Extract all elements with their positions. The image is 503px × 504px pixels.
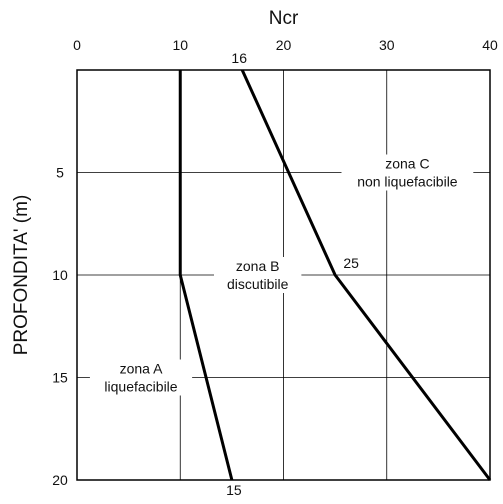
x-tick-label: 30 [379, 37, 395, 53]
series-layer [178, 69, 492, 481]
point-label: 25 [343, 255, 359, 271]
x-tick-label: 10 [172, 37, 188, 53]
y-axis-title: PROFONDITA' (m) [11, 195, 32, 356]
zone-label: discutibile [227, 276, 289, 292]
zone-label: zona A [120, 361, 163, 377]
point-label: 15 [226, 482, 242, 498]
point-label: 16 [231, 50, 247, 66]
annotation-labels: 16 25 15 zona A liquefacibile zona B discutibi… [89, 50, 474, 498]
y-tick-label: 20 [52, 472, 68, 488]
zone-label-bg [89, 359, 193, 396]
y-tick-label: 5 [56, 165, 64, 181]
y-tick-label: 15 [52, 370, 68, 386]
x-tick-label: 40 [482, 37, 498, 53]
zone-label-bg [213, 257, 302, 293]
zone-label: liquefacibile [104, 379, 177, 395]
series-line-1 [178, 70, 234, 481]
zone-label-bg [341, 154, 474, 191]
tick-labels: 0 10 20 30 40 5 10 15 20 [52, 37, 498, 488]
y-tick-label: 10 [52, 267, 68, 283]
zone-label: zona B [236, 258, 280, 274]
series-line-2 [240, 69, 492, 481]
zone-label: non liquefacibile [357, 174, 458, 190]
x-tick-label: 20 [276, 37, 292, 53]
plot-frame [76, 69, 491, 481]
x-tick-label: 0 [73, 37, 81, 53]
x-axis-title: Ncr [269, 8, 299, 29]
zone-label: zona C [385, 156, 429, 172]
